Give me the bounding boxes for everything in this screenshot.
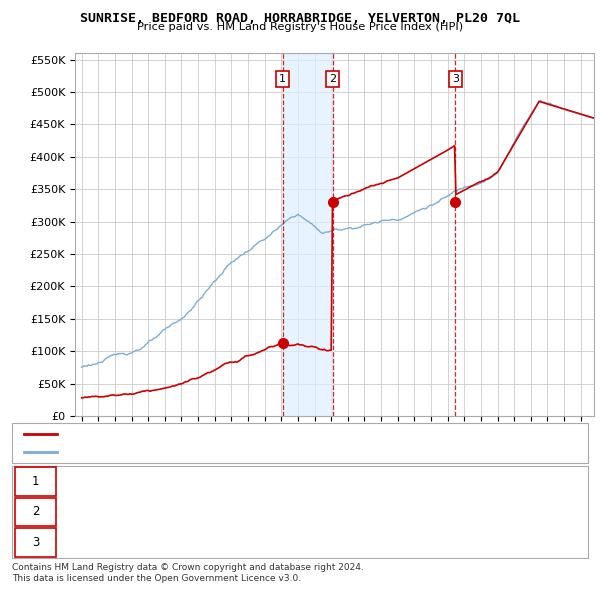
- Text: 21% ↑ HPI: 21% ↑ HPI: [300, 505, 362, 519]
- Text: 1: 1: [279, 74, 286, 84]
- Text: Contains HM Land Registry data © Crown copyright and database right 2024.: Contains HM Land Registry data © Crown c…: [12, 563, 364, 572]
- Text: 61% ↓ HPI: 61% ↓ HPI: [300, 475, 362, 488]
- Text: £330,000: £330,000: [180, 505, 235, 519]
- Text: 3: 3: [32, 536, 39, 549]
- Text: 3: 3: [452, 74, 459, 84]
- Text: 2: 2: [329, 74, 336, 84]
- Text: 1% ↓ HPI: 1% ↓ HPI: [300, 536, 355, 549]
- Text: 23-JUN-2017: 23-JUN-2017: [60, 536, 135, 549]
- Text: This data is licensed under the Open Government Licence v3.0.: This data is licensed under the Open Gov…: [12, 574, 301, 583]
- Text: 2: 2: [32, 505, 39, 519]
- Text: £330,000: £330,000: [180, 536, 235, 549]
- Text: Price paid vs. HM Land Registry's House Price Index (HPI): Price paid vs. HM Land Registry's House …: [137, 22, 463, 32]
- Text: 29-JAN-2010: 29-JAN-2010: [60, 505, 134, 519]
- Bar: [283, 53, 332, 416]
- Text: 05-FEB-2007: 05-FEB-2007: [60, 475, 136, 488]
- Text: 1: 1: [32, 475, 39, 488]
- Text: SUNRISE, BEDFORD ROAD, HORRABRIDGE, YELVERTON, PL20 7QL (detached house): SUNRISE, BEDFORD ROAD, HORRABRIDGE, YELV…: [63, 430, 475, 440]
- Text: SUNRISE, BEDFORD ROAD, HORRABRIDGE, YELVERTON, PL20 7QL: SUNRISE, BEDFORD ROAD, HORRABRIDGE, YELV…: [80, 12, 520, 25]
- Text: HPI: Average price, detached house, West Devon: HPI: Average price, detached house, West…: [63, 447, 302, 457]
- Text: £112,150: £112,150: [180, 475, 236, 488]
